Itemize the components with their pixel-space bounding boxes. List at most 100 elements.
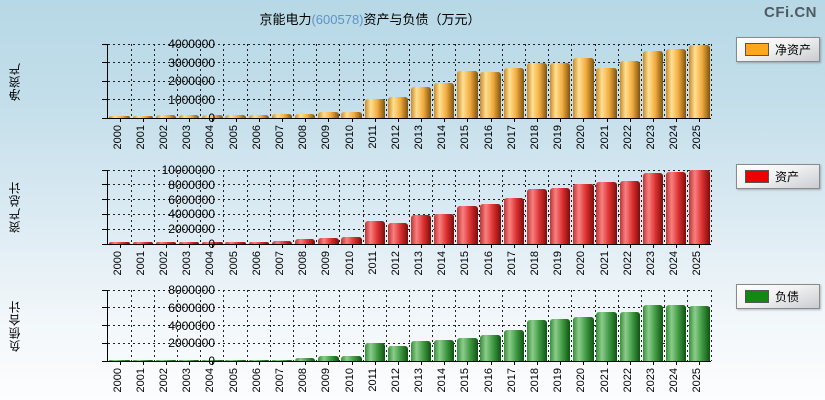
y-tick-label: 3000000 — [168, 55, 215, 70]
bar — [550, 319, 571, 361]
x-tick-label: 2017 — [505, 251, 518, 276]
x-tick-mark — [513, 244, 515, 248]
bar — [294, 113, 316, 118]
bar — [619, 181, 641, 244]
y-tick-mark — [102, 325, 107, 326]
bar — [248, 360, 269, 361]
x-tick-mark — [142, 361, 144, 365]
bar — [364, 342, 385, 361]
gridline-vertical — [687, 44, 689, 118]
gridline-vertical — [246, 170, 248, 244]
x-tick-label: 2012 — [389, 368, 402, 393]
legend-swatch-liabilities — [745, 290, 769, 303]
x-tick-mark — [305, 118, 307, 122]
x-tick-label: 2024 — [668, 368, 681, 393]
bar — [132, 115, 153, 118]
y-tick-label: 8000000 — [168, 177, 215, 192]
x-tick-mark — [583, 118, 585, 122]
bar — [109, 242, 130, 244]
gridline-vertical — [130, 44, 132, 118]
x-tick-mark — [165, 361, 167, 365]
y-tick-label: 1000000 — [168, 92, 215, 107]
y-tick-label: 6000000 — [168, 300, 215, 315]
y-tick-mark — [102, 199, 107, 201]
y-tick-label: 0 — [208, 237, 215, 251]
gridline-vertical — [710, 170, 712, 244]
x-tick-mark — [676, 361, 678, 365]
chart-panel-total-assets: 资产总计 资产 10000000 8000000 6000000 4000000 200… — [0, 163, 825, 286]
y-tick-label: 4000000 — [168, 37, 215, 51]
gridline-vertical — [362, 290, 364, 361]
legend-liabilities: 负债 — [736, 284, 820, 309]
bar — [341, 355, 362, 361]
y-tick-mark — [102, 117, 107, 119]
y-tick-mark — [102, 184, 107, 186]
x-tick-mark — [142, 118, 144, 122]
y-tick-label: 0 — [208, 354, 215, 368]
x-tick-mark — [490, 361, 492, 365]
x-tick-mark — [421, 118, 423, 122]
x-tick-mark — [374, 361, 376, 365]
chart-title-code: (600578) — [311, 12, 364, 27]
x-tick-label: 2007 — [273, 368, 286, 393]
x-tick-mark — [421, 361, 423, 365]
bar — [109, 360, 130, 361]
bar — [689, 170, 710, 244]
bar — [642, 51, 664, 118]
x-tick-label: 2021 — [598, 125, 611, 150]
gridline-vertical — [501, 44, 503, 118]
bar — [225, 114, 246, 118]
x-tick-mark — [212, 118, 214, 122]
bar — [202, 114, 223, 118]
bar — [503, 198, 525, 244]
x-tick-mark — [305, 361, 307, 365]
x-tick-mark — [606, 118, 608, 122]
x-tick-label: 2001 — [134, 368, 147, 393]
x-tick-label: 2015 — [459, 251, 472, 276]
x-tick-label: 2019 — [552, 251, 565, 276]
x-tick-mark — [189, 361, 191, 365]
plot-area-liabilities — [102, 289, 712, 365]
x-tick-label: 2012 — [389, 125, 402, 150]
x-tick-mark — [328, 244, 330, 248]
x-tick-label: 2000 — [111, 125, 124, 150]
x-tick-mark — [142, 244, 144, 248]
x-tick-mark — [467, 118, 469, 122]
bar — [271, 114, 293, 118]
chart-title: 京能电力(600578)资产与负债（万元） — [0, 9, 740, 28]
y-tick-label: 4000000 — [168, 318, 215, 333]
gridline-vertical — [385, 44, 387, 118]
chart-panel-net-assets: 净资产 净资产 4000000 3000000 2000000 1000000 0 200… — [0, 37, 825, 160]
x-tick-label: 2021 — [598, 368, 611, 393]
bar — [155, 242, 177, 244]
bar — [526, 62, 548, 118]
bar — [666, 48, 687, 118]
bar — [526, 320, 548, 361]
x-tick-label: 2014 — [436, 368, 449, 393]
gridline-vertical — [246, 44, 248, 118]
bar — [642, 305, 664, 361]
bar — [271, 240, 293, 244]
gridline-vertical — [153, 290, 155, 361]
gridline-vertical — [594, 170, 596, 244]
legend-swatch-net-assets — [745, 43, 769, 56]
bar — [318, 112, 339, 118]
x-tick-label: 2016 — [482, 125, 495, 150]
gridline-vertical — [478, 170, 480, 244]
gridline-vertical — [432, 44, 434, 118]
gridline-vertical — [223, 44, 225, 118]
bar — [434, 83, 455, 118]
y-tick-mark — [102, 213, 107, 215]
x-tick-label: 2003 — [181, 368, 194, 393]
gridline-vertical — [409, 170, 410, 244]
gridline-vertical — [640, 44, 642, 118]
x-tick-label: 2009 — [320, 251, 333, 276]
bar — [318, 355, 339, 361]
x-tick-mark — [258, 361, 260, 365]
x-tick-mark — [235, 118, 237, 122]
x-tick-label: 2006 — [250, 125, 263, 150]
gridline-vertical — [687, 290, 689, 361]
bar — [480, 72, 501, 118]
bar — [225, 242, 246, 244]
gridline-vertical — [455, 44, 457, 118]
